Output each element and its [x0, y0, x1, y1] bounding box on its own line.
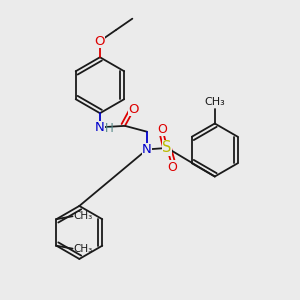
Text: S: S: [162, 140, 172, 155]
Text: CH₃: CH₃: [74, 244, 93, 254]
Text: CH₃: CH₃: [204, 97, 225, 107]
Text: N: N: [95, 121, 105, 134]
Text: O: O: [158, 123, 168, 136]
Text: H: H: [105, 122, 114, 135]
Text: N: N: [142, 143, 152, 156]
Text: O: O: [129, 103, 139, 116]
Text: CH₃: CH₃: [74, 211, 93, 221]
Text: O: O: [95, 34, 105, 48]
Text: O: O: [167, 160, 177, 174]
